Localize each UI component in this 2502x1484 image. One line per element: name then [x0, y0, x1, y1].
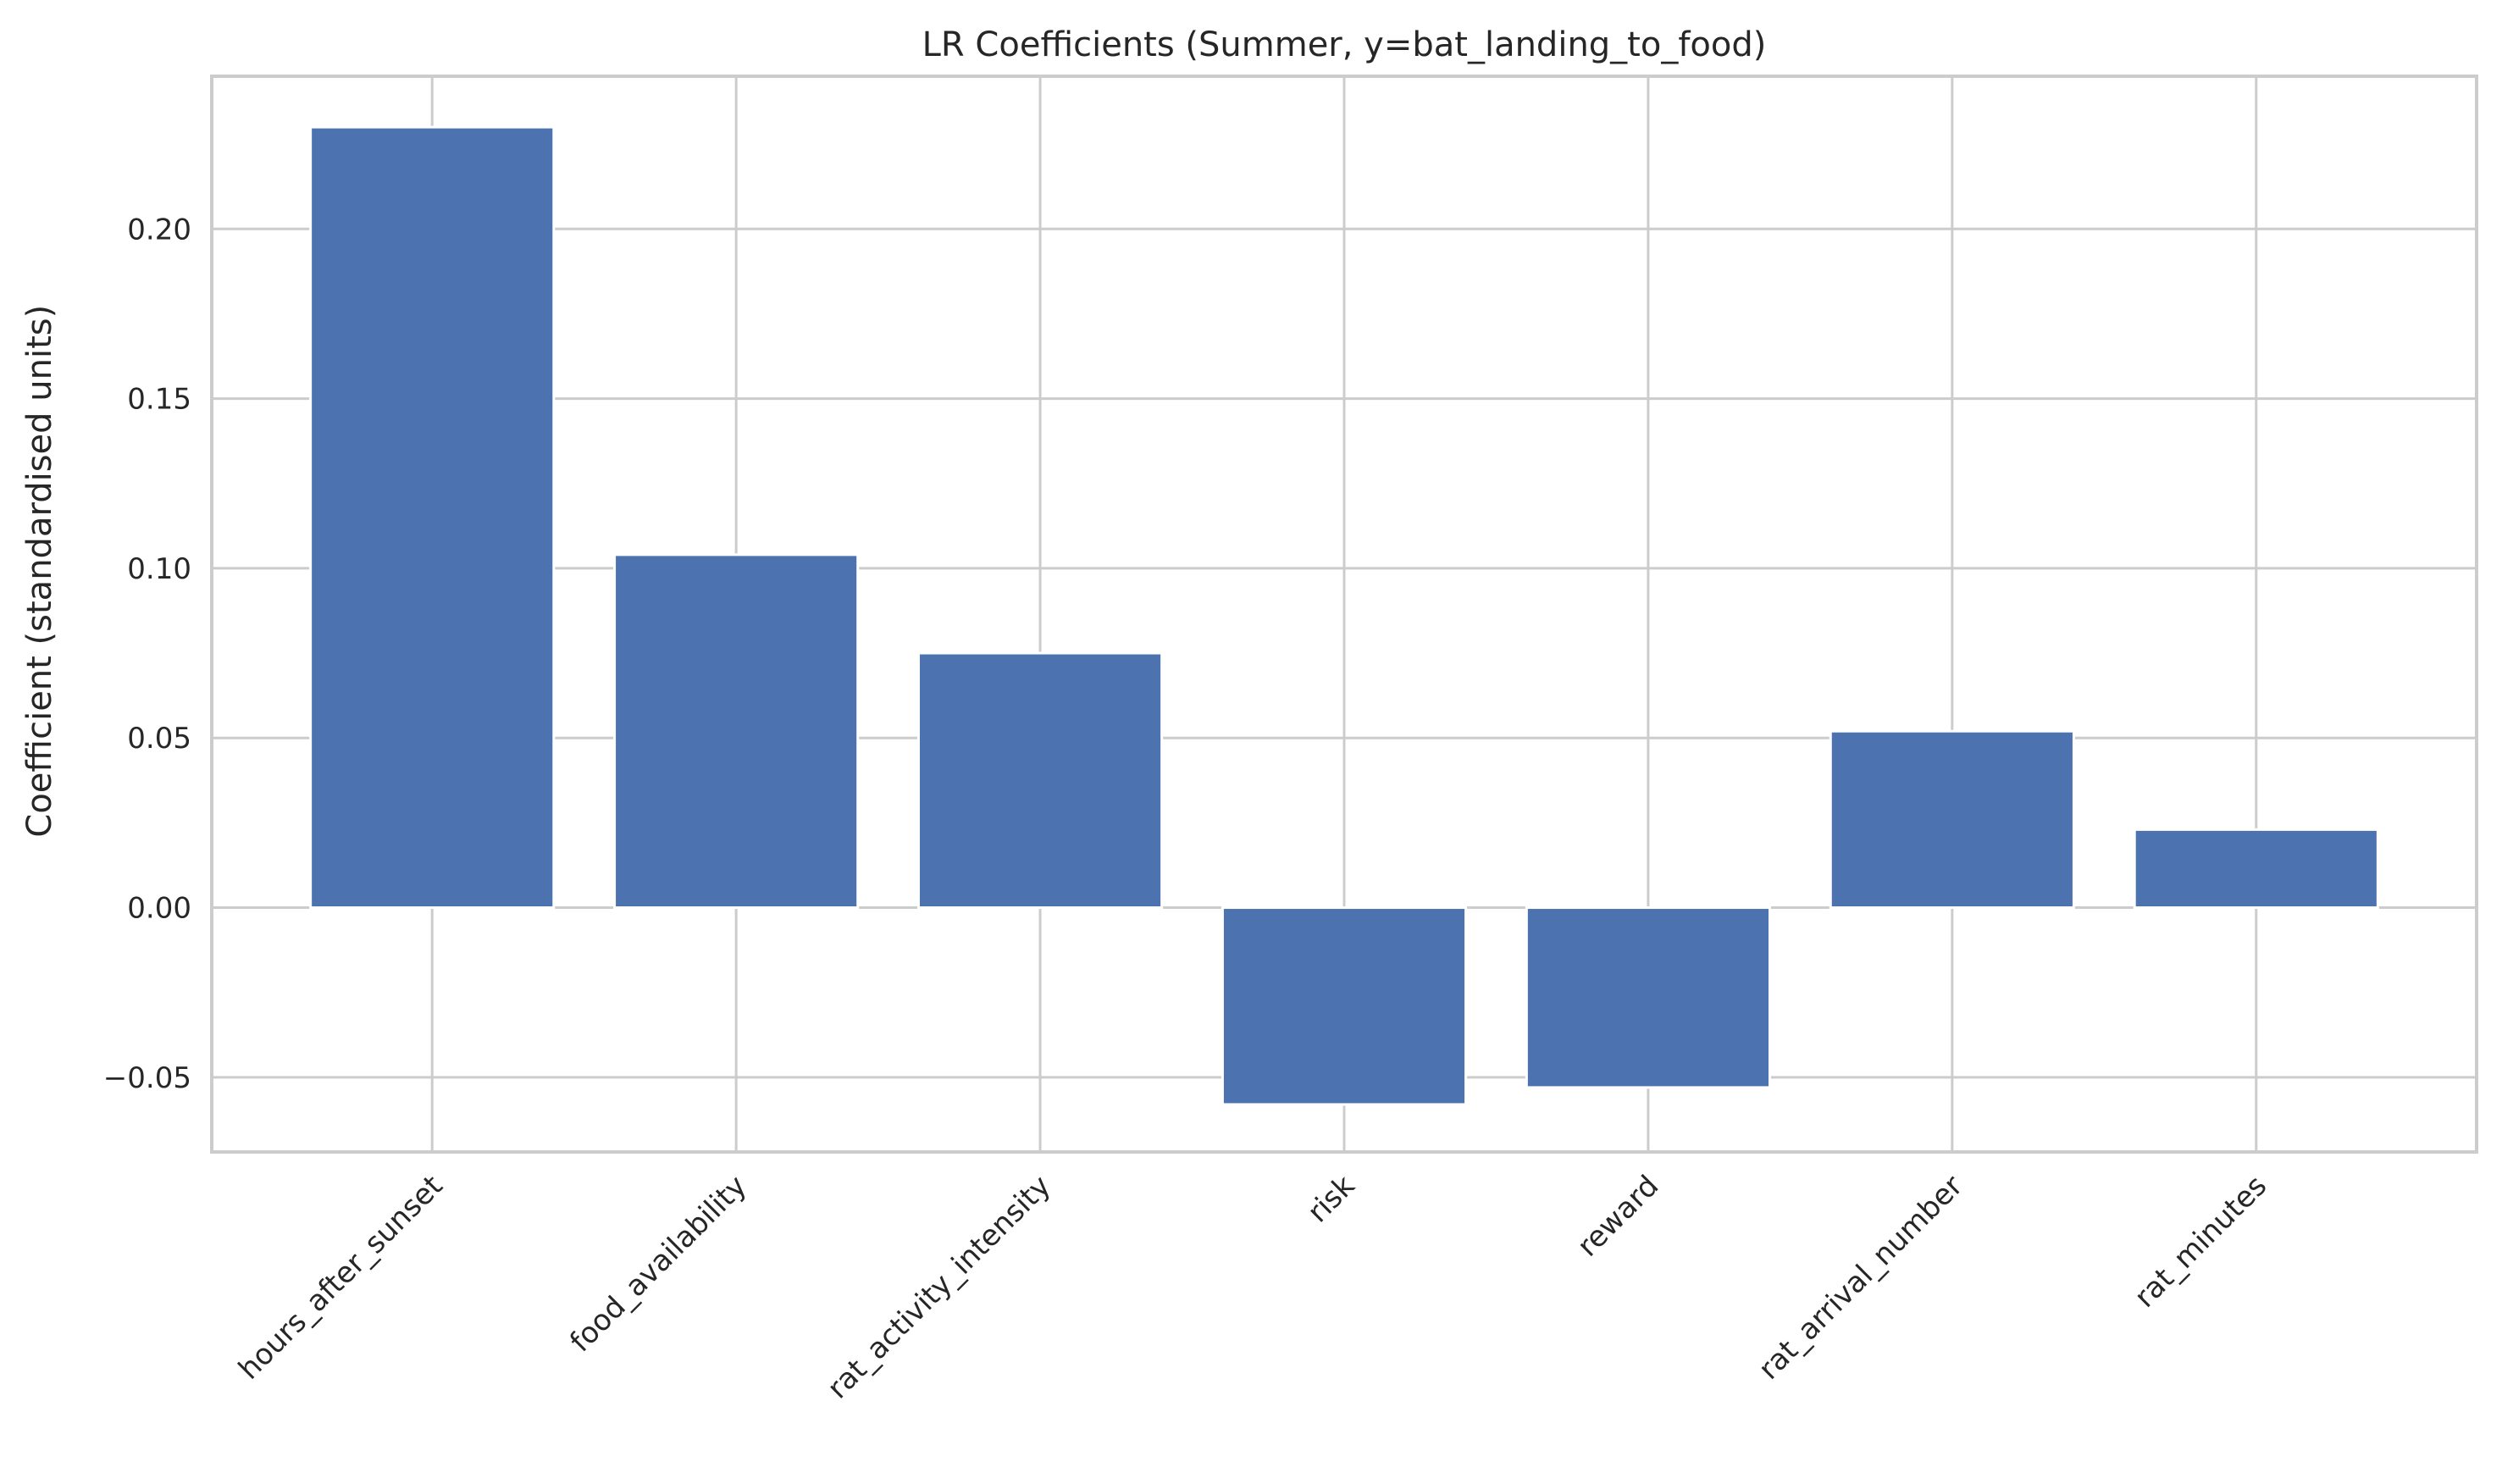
chart-title: LR Coefficients (Summer, y=bat_landing_t… — [922, 25, 1767, 64]
y-tick-label: 0.10 — [127, 552, 191, 586]
y-tick-label: 0.05 — [127, 722, 191, 756]
x-tick-label: rat_activity_intensity — [821, 1169, 1057, 1405]
x-tick-label: rat_minutes — [2128, 1169, 2273, 1315]
bar-rat-arrival-number — [1829, 729, 2075, 910]
bar-reward — [1525, 906, 1771, 1089]
y-axis-label: Coefficient (standardised units) — [20, 305, 59, 838]
y-tick-label: −0.05 — [103, 1061, 191, 1095]
x-tick-label: reward — [1571, 1169, 1666, 1264]
bar-food-availability — [613, 553, 860, 910]
y-tick-label: 0.20 — [127, 213, 191, 246]
bar-rat-activity-intensity — [917, 651, 1164, 910]
x-tick-label: risk — [1301, 1169, 1362, 1230]
y-tick-label: 0.15 — [127, 383, 191, 417]
y-tick-label: 0.00 — [127, 892, 191, 926]
x-tick-label: rat_arrival_number — [1752, 1169, 1970, 1387]
x-tick-label: hours_after_sunset — [232, 1169, 450, 1387]
y-axis-ticks: −0.05 0.00 0.05 0.10 0.15 0.20 — [103, 213, 191, 1095]
plot-frame — [210, 75, 2478, 1154]
bar-risk — [1221, 906, 1468, 1106]
bar-rat-minutes — [2133, 828, 2379, 910]
bars — [309, 125, 2379, 1106]
x-tick-label: food_availability — [563, 1169, 753, 1359]
grid — [212, 76, 2477, 1152]
x-axis-ticks: hours_after_sunset food_availability rat_a… — [232, 1169, 2273, 1405]
bar-hours-after-sunset — [309, 125, 556, 910]
